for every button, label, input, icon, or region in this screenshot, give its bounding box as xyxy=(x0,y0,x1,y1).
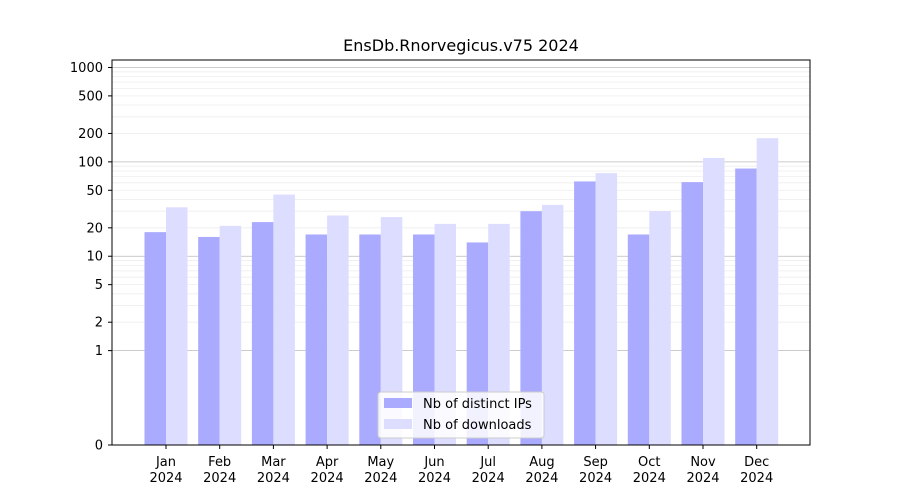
x-tick-month: Oct xyxy=(638,455,660,470)
x-tick-year: 2024 xyxy=(740,471,773,486)
x-tick-year: 2024 xyxy=(525,471,558,486)
x-tick-month: Mar xyxy=(261,455,286,470)
bar-downloads-dec xyxy=(756,138,779,445)
x-tick-label-feb: Feb 2024 xyxy=(203,455,236,486)
legend-swatch xyxy=(384,398,412,408)
x-tick-year: 2024 xyxy=(149,471,182,486)
bar-downloads-oct xyxy=(649,211,671,445)
x-tick-month: Jun xyxy=(423,455,444,470)
bar-distinct-ips-jan xyxy=(144,232,166,445)
bar-downloads-jun xyxy=(434,223,456,445)
bar-downloads-mar xyxy=(273,194,295,445)
x-tick-month: Dec xyxy=(744,455,769,470)
x-tick-label-may: May 2024 xyxy=(364,455,397,486)
x-tick-label-mar: Mar 2024 xyxy=(257,455,290,486)
legend-swatch xyxy=(384,419,412,429)
y-tick-label: 200 xyxy=(78,127,103,142)
x-tick-month: Jan xyxy=(155,455,176,470)
bar-distinct-ips-oct xyxy=(627,234,650,445)
y-tick-label: 10 xyxy=(86,250,103,265)
y-tick-label: 1 xyxy=(95,344,103,359)
bar-downloads-nov xyxy=(703,157,725,445)
bar-downloads-feb xyxy=(219,225,242,445)
bar-distinct-ips-mar xyxy=(251,222,274,445)
y-tick-label: 5 xyxy=(95,278,103,293)
bar-downloads-aug xyxy=(541,204,564,445)
x-tick-year: 2024 xyxy=(257,471,290,486)
x-tick-month: Sep xyxy=(583,455,608,470)
legend-box xyxy=(377,391,545,439)
x-tick-month: Apr xyxy=(316,455,339,470)
bar-downloads-sep xyxy=(595,173,618,446)
x-tick-year: 2024 xyxy=(364,471,397,486)
x-tick-month: May xyxy=(367,455,394,470)
legend-label: Nb of downloads xyxy=(423,418,532,433)
x-tick-label-jul: Jul 2024 xyxy=(472,455,505,486)
y-tick-label: 100 xyxy=(78,155,103,170)
bar-downloads-jul xyxy=(488,223,510,445)
x-tick-month: Nov xyxy=(690,455,716,470)
x-tick-year: 2024 xyxy=(418,471,451,486)
x-tick-month: Feb xyxy=(208,455,231,470)
legend: Nb of distinct IPs Nb of downloads xyxy=(377,391,545,439)
y-tick-label: 2 xyxy=(95,316,103,331)
bar-distinct-ips-feb xyxy=(198,236,220,445)
bar-layer xyxy=(144,138,779,446)
x-tick-year: 2024 xyxy=(472,471,505,486)
bar-distinct-ips-dec xyxy=(735,168,757,445)
y-tick-label: 500 xyxy=(78,89,103,104)
bar-downloads-apr xyxy=(327,215,349,445)
bar-distinct-ips-aug xyxy=(520,211,542,445)
x-tick-year: 2024 xyxy=(203,471,236,486)
y-tick-label: 20 xyxy=(86,221,103,236)
y-axis: 0 1 2 5 10 20 50 100 200 500 1000 xyxy=(70,61,112,454)
y-tick-label: 50 xyxy=(86,184,103,199)
legend-label: Nb of distinct IPs xyxy=(423,397,532,412)
bar-distinct-ips-apr xyxy=(305,234,328,445)
x-tick-year: 2024 xyxy=(579,471,612,486)
x-tick-label-apr: Apr 2024 xyxy=(311,455,344,486)
x-tick-label-jan: Jan 2024 xyxy=(149,455,182,486)
x-tick-label-oct: Oct 2024 xyxy=(633,455,666,486)
bar-downloads-may xyxy=(380,217,403,445)
x-tick-label-dec: Dec 2024 xyxy=(740,455,773,486)
x-tick-month: Aug xyxy=(529,455,554,470)
x-tick-year: 2024 xyxy=(311,471,344,486)
x-tick-year: 2024 xyxy=(633,471,666,486)
y-tick-label: 0 xyxy=(95,439,103,454)
x-tick-label-nov: Nov 2024 xyxy=(686,455,719,486)
x-tick-label-jun: Jun 2024 xyxy=(418,455,451,486)
x-tick-month: Jul xyxy=(479,455,496,470)
bar-distinct-ips-nov xyxy=(681,182,703,445)
x-tick-year: 2024 xyxy=(686,471,719,486)
plot-frame xyxy=(111,59,811,446)
x-tick-label-aug: Aug 2024 xyxy=(525,455,558,486)
bar-distinct-ips-sep xyxy=(574,181,596,445)
bar-downloads-jan xyxy=(166,207,188,445)
y-tick-label: 1000 xyxy=(70,61,103,76)
bar-distinct-ips-may xyxy=(359,234,381,445)
chart-title: EnsDb.Rnorvegicus.v75 2024 xyxy=(343,36,579,55)
x-tick-label-sep: Sep 2024 xyxy=(579,455,612,486)
